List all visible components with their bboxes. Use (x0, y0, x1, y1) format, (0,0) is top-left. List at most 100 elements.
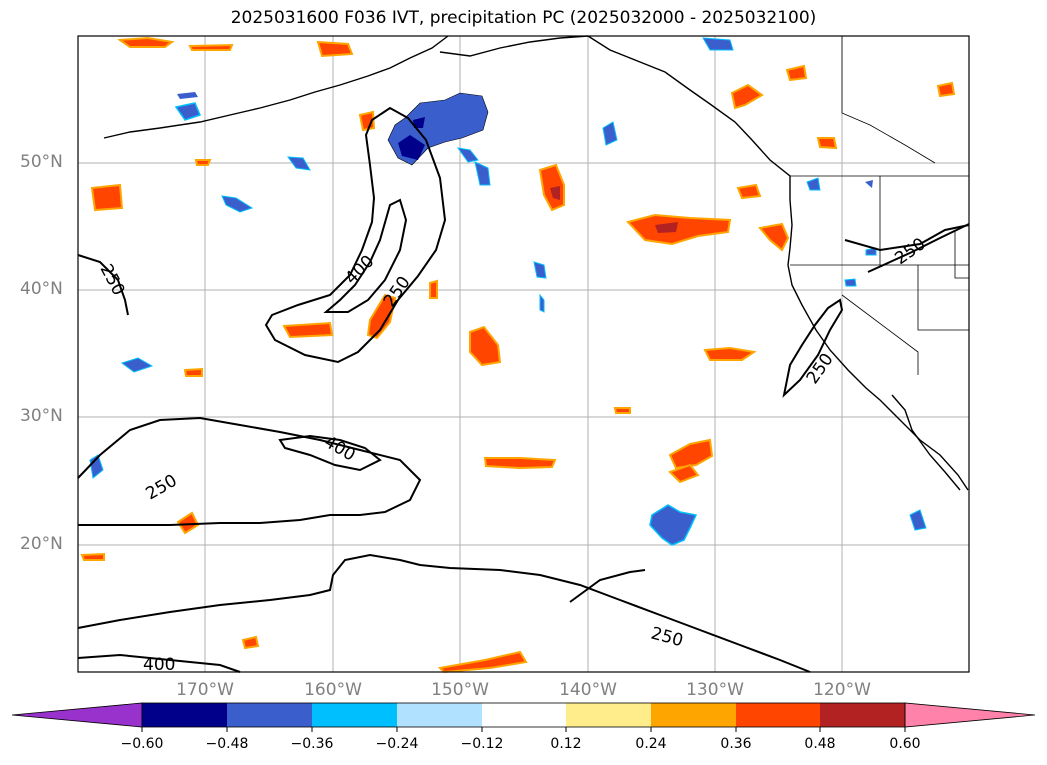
precip-pos-11 (736, 183, 762, 200)
precip-pos-12 (816, 137, 838, 150)
lon-label-140w: 140°W (559, 680, 617, 700)
colorbar-segment (566, 703, 651, 727)
map-frame (77, 35, 970, 673)
coast-alaska-south (439, 35, 589, 57)
colorbar-tick-label: −0.36 (290, 736, 334, 752)
contour-250-inland (867, 223, 970, 273)
precip-pos-9 (785, 64, 808, 82)
precip-blob-3 (286, 156, 311, 171)
colorbar-tick-label: 0.12 (550, 736, 582, 752)
colorbar-tick-label: −0.60 (120, 736, 164, 752)
precip-pos-10 (758, 222, 790, 252)
precip-blob-7 (602, 121, 618, 146)
precip-blob-13 (649, 504, 698, 546)
precip-core-dark-2 (413, 117, 425, 128)
precip-pos-2 (188, 43, 234, 51)
lon-label-170w: 170°W (176, 680, 234, 700)
precip-blob-1 (174, 102, 202, 121)
colorbar-segment (397, 703, 482, 727)
precip-blob-2 (177, 92, 198, 99)
precip-blob-4 (221, 195, 254, 213)
colorbar-outline (141, 702, 906, 728)
precip-pos-17 (469, 325, 502, 367)
ivt-contours (77, 106, 970, 673)
colorbar-extend-high (904, 702, 1036, 728)
precip-negative-areas (89, 37, 927, 546)
contour-label: 400 (143, 655, 175, 675)
contour-250-south (77, 553, 811, 673)
precip-pos-8 (730, 83, 764, 110)
colorbar-tick-label: −0.12 (460, 736, 504, 752)
lon-label-150w: 150°W (431, 680, 489, 700)
contour-400-sub (278, 434, 382, 472)
contour-400-ar (323, 198, 408, 313)
precip-blob-10 (539, 293, 545, 313)
lat-label-40n: 40°N (20, 279, 63, 299)
colorbar-segment (820, 703, 905, 727)
precip-positive-areas (80, 36, 956, 674)
political-borders (790, 36, 969, 375)
colorbar (11, 702, 1036, 732)
precip-blob-17 (844, 278, 857, 287)
contour-250-ar (264, 106, 447, 364)
map-title: 2025031600 F036 IVT, precipitation PC (2… (230, 8, 817, 28)
precip-pos-1 (117, 36, 175, 48)
precip-blob-14 (909, 509, 927, 531)
colorbar-tick-label: −0.24 (375, 736, 419, 752)
colorbar-segment (736, 703, 820, 727)
colorbar-segment (482, 703, 566, 727)
precip-pos-22 (176, 511, 200, 535)
precip-blob-5 (456, 147, 479, 163)
precip-blob-15 (865, 180, 873, 188)
precip-pos-13 (936, 81, 956, 98)
colorbar-tick-label: 0.60 (889, 736, 921, 752)
precip-pos-7-core (655, 222, 678, 233)
map-frame-bg (78, 36, 969, 672)
precip-core-dark (398, 135, 425, 160)
colorbar-tick-label: 0.36 (720, 736, 752, 752)
colorbar-segment (312, 703, 397, 727)
contour-250-coast (782, 298, 844, 398)
border-nv-ut (917, 265, 969, 331)
contour-250-west (77, 254, 129, 316)
colorbar-tick-label: 0.24 (635, 736, 667, 752)
lat-label-20n: 20°N (20, 534, 63, 554)
precip-pos-3 (316, 40, 354, 58)
precip-pos-25 (80, 552, 105, 561)
coastlines (103, 35, 969, 491)
precip-pos-27 (613, 407, 631, 414)
contour-250-mid (569, 569, 646, 603)
precip-pos-24 (241, 635, 260, 650)
precip-pos-16 (429, 279, 438, 299)
colorbar-tick-label: −0.48 (205, 736, 249, 752)
colorbar-segment (142, 703, 227, 727)
coast-alaska (103, 35, 449, 139)
border-ca-nv (841, 294, 919, 375)
precip-pos-21 (668, 463, 700, 484)
colorbar-extend-low (11, 702, 143, 728)
precip-blob-8 (702, 37, 734, 51)
contour-400-south (77, 653, 241, 673)
precip-pos-20 (668, 438, 714, 470)
precip-pos-7 (626, 213, 732, 246)
precip-pos-26 (183, 367, 203, 377)
precip-pos-28 (194, 159, 212, 166)
contour-250-inland-2 (844, 224, 970, 252)
precip-pos-15 (366, 293, 397, 340)
colorbar-tick-label: 0.48 (804, 736, 836, 752)
precip-pos-14 (282, 321, 334, 339)
precip-pos-18 (703, 346, 757, 361)
lon-label-160w: 160°W (304, 680, 362, 700)
lon-label-120w: 120°W (813, 680, 871, 700)
precip-blob-6 (474, 161, 491, 186)
precip-blob-9 (533, 261, 547, 279)
precip-pos-6-core (550, 186, 560, 200)
contour-250-sub (77, 416, 422, 526)
lon-label-130w: 130°W (686, 680, 744, 700)
coast-west-na (587, 35, 969, 491)
border-alaska-canada (841, 36, 936, 164)
colorbar-segment (651, 703, 736, 727)
border-small (954, 230, 969, 279)
lat-label-30n: 30°N (20, 406, 63, 426)
colorbar-segment (227, 703, 312, 727)
